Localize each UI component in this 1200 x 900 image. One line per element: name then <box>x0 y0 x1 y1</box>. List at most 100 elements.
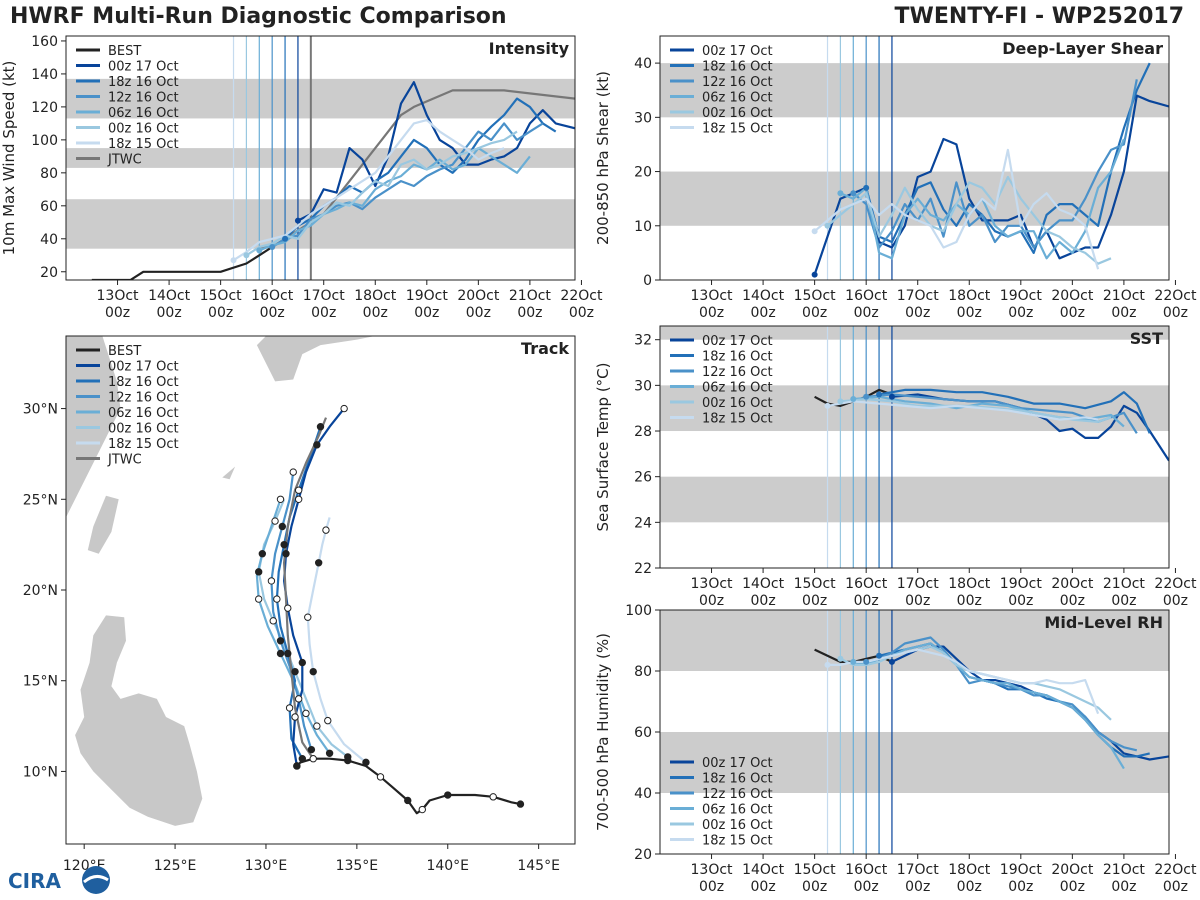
shear-ytick-label: 10 <box>634 219 652 235</box>
shear-xtick-label: 16Oct <box>845 288 888 304</box>
sst-legend-label: 18z 15 Oct <box>702 412 773 427</box>
intensity-xtick-label: 00z <box>517 305 542 321</box>
intensity-ytick-label: 140 <box>31 67 58 83</box>
track-position-marker <box>258 550 267 558</box>
intensity-series-start-marker <box>269 244 276 251</box>
intensity-xtick-label: 00z <box>105 305 130 321</box>
track-title: Track <box>521 339 569 358</box>
shear-xtick-label: 00z <box>957 305 982 321</box>
track-position-marker <box>291 713 299 721</box>
intensity-series-line <box>258 147 531 252</box>
shear-ytick-label: 30 <box>634 110 652 126</box>
track-legend-label: 00z 16 Oct <box>108 422 179 437</box>
shear-ylabel: 200-850 hPa Shear (kt) <box>594 71 612 245</box>
intensity-ytick-label: 40 <box>40 232 58 248</box>
track-position-marker <box>404 796 412 805</box>
sst-series-start-marker <box>850 396 857 403</box>
rh-xtick-label: 00z <box>1111 879 1136 895</box>
track-position-marker <box>302 709 310 718</box>
track-position-marker <box>324 716 332 725</box>
sst-band-0 <box>660 476 1169 523</box>
track-legend-label: 18z 16 Oct <box>108 375 179 390</box>
rh-xtick-label: 00z <box>751 879 776 895</box>
intensity-legend-label: BEST <box>108 44 141 59</box>
sst-xtick-label: 18Oct <box>948 576 991 592</box>
track-lon-tick-label: 140°E <box>426 858 469 874</box>
sst-legend-label: 18z 16 Oct <box>702 350 773 365</box>
shear-legend-label: 18z 16 Oct <box>702 60 773 75</box>
sst-series-line <box>827 400 1099 421</box>
sst-panel: 22242628303213Oct00z14Oct00z15Oct00z16Oc… <box>594 325 1197 609</box>
intensity-series-line <box>232 118 505 262</box>
shear-frame <box>659 35 1170 281</box>
rh-xtick-label: 19Oct <box>1000 862 1043 878</box>
intensity-plot-area <box>66 36 575 280</box>
sst-xtick-label: 15Oct <box>794 576 837 592</box>
intensity-xtick-label: 20Oct <box>457 288 500 304</box>
intensity-xtick-label: 16Oct <box>251 288 294 304</box>
intensity-xtick-label: 00z <box>569 305 594 321</box>
sst-title: SST <box>1130 329 1163 348</box>
shear-xtick-label: 00z <box>802 305 827 321</box>
track-position-marker <box>280 540 288 549</box>
track-position-marker <box>309 667 317 676</box>
track-lat-tick-label: 20°N <box>23 583 58 599</box>
rh-xtick-label: 00z <box>1163 879 1188 895</box>
rh-xtick-label: 18Oct <box>948 862 991 878</box>
shear-legend-label: 18z 15 Oct <box>702 122 773 137</box>
sst-xtick-label: 00z <box>905 593 930 609</box>
shear-xtick-label: 22Oct <box>1154 288 1197 304</box>
track-position-marker <box>293 762 301 770</box>
sst-xtick-label: 00z <box>699 593 724 609</box>
track-line <box>306 517 367 764</box>
shear-ytick-label: 20 <box>634 165 652 181</box>
rh-legend-label: 00z 16 Oct <box>702 818 773 833</box>
sst-xtick-label: 13Oct <box>691 576 734 592</box>
sst-frame <box>659 325 1170 569</box>
land-mass-4 <box>222 466 236 480</box>
rh-series-start-marker <box>850 658 857 665</box>
intensity-legend-label: 00z 16 Oct <box>108 122 179 137</box>
track-position-marker <box>362 758 370 767</box>
track-legend-label: 12z 16 Oct <box>108 391 179 406</box>
track-position-marker <box>307 745 316 754</box>
cira-logo: CIRA <box>8 866 110 894</box>
track-position-marker <box>267 577 276 585</box>
rh-series-line <box>827 648 1100 715</box>
intensity-legend-label: 18z 15 Oct <box>108 137 179 152</box>
intensity-ytick-label: 80 <box>40 166 58 182</box>
rh-plot-area <box>660 610 1169 854</box>
intensity-ytick-label: 60 <box>40 199 58 215</box>
track-position-marker <box>304 613 312 621</box>
rh-legend-label: 00z 17 Oct <box>702 756 773 771</box>
track-position-marker <box>269 617 277 625</box>
rh-legend-label: 18z 16 Oct <box>702 772 773 787</box>
sst-ytick-label: 28 <box>634 424 652 440</box>
sst-legend-label: 00z 17 Oct <box>702 334 773 349</box>
intensity-ylabel: 10m Max Wind Speed (kt) <box>0 61 18 256</box>
shear-series-start-marker <box>811 228 818 235</box>
sst-series-start-marker <box>837 398 844 405</box>
shear-panel: 01020304013Oct00z14Oct00z15Oct00z16Oct00… <box>594 35 1197 321</box>
shear-band-1 <box>660 63 1169 118</box>
track-position-marker <box>276 495 285 503</box>
intensity-series-start-marker <box>230 257 237 264</box>
shear-legend-label: 00z 16 Oct <box>702 106 773 121</box>
shear-series-start-marker <box>837 190 844 197</box>
sst-xtick-label: 21Oct <box>1103 576 1146 592</box>
cira-logo-text: CIRA <box>8 869 62 893</box>
rh-ytick-label: 60 <box>634 725 652 741</box>
sst-legend-label: 06z 16 Oct <box>702 381 773 396</box>
track-legend-label: 00z 17 Oct <box>108 360 179 375</box>
rh-series-line <box>891 645 1169 761</box>
sst-ytick-label: 26 <box>634 470 652 486</box>
track-position-marker <box>294 486 303 494</box>
track-position-marker <box>322 526 330 534</box>
sst-legend-label: 12z 16 Oct <box>702 365 773 380</box>
track-position-marker <box>294 695 303 703</box>
intensity-xtick-label: 14Oct <box>148 288 191 304</box>
track-position-marker <box>325 749 334 757</box>
track-position-marker <box>516 800 525 808</box>
sst-series-start-marker <box>863 393 870 400</box>
shear-xtick-label: 00z <box>1163 305 1188 321</box>
